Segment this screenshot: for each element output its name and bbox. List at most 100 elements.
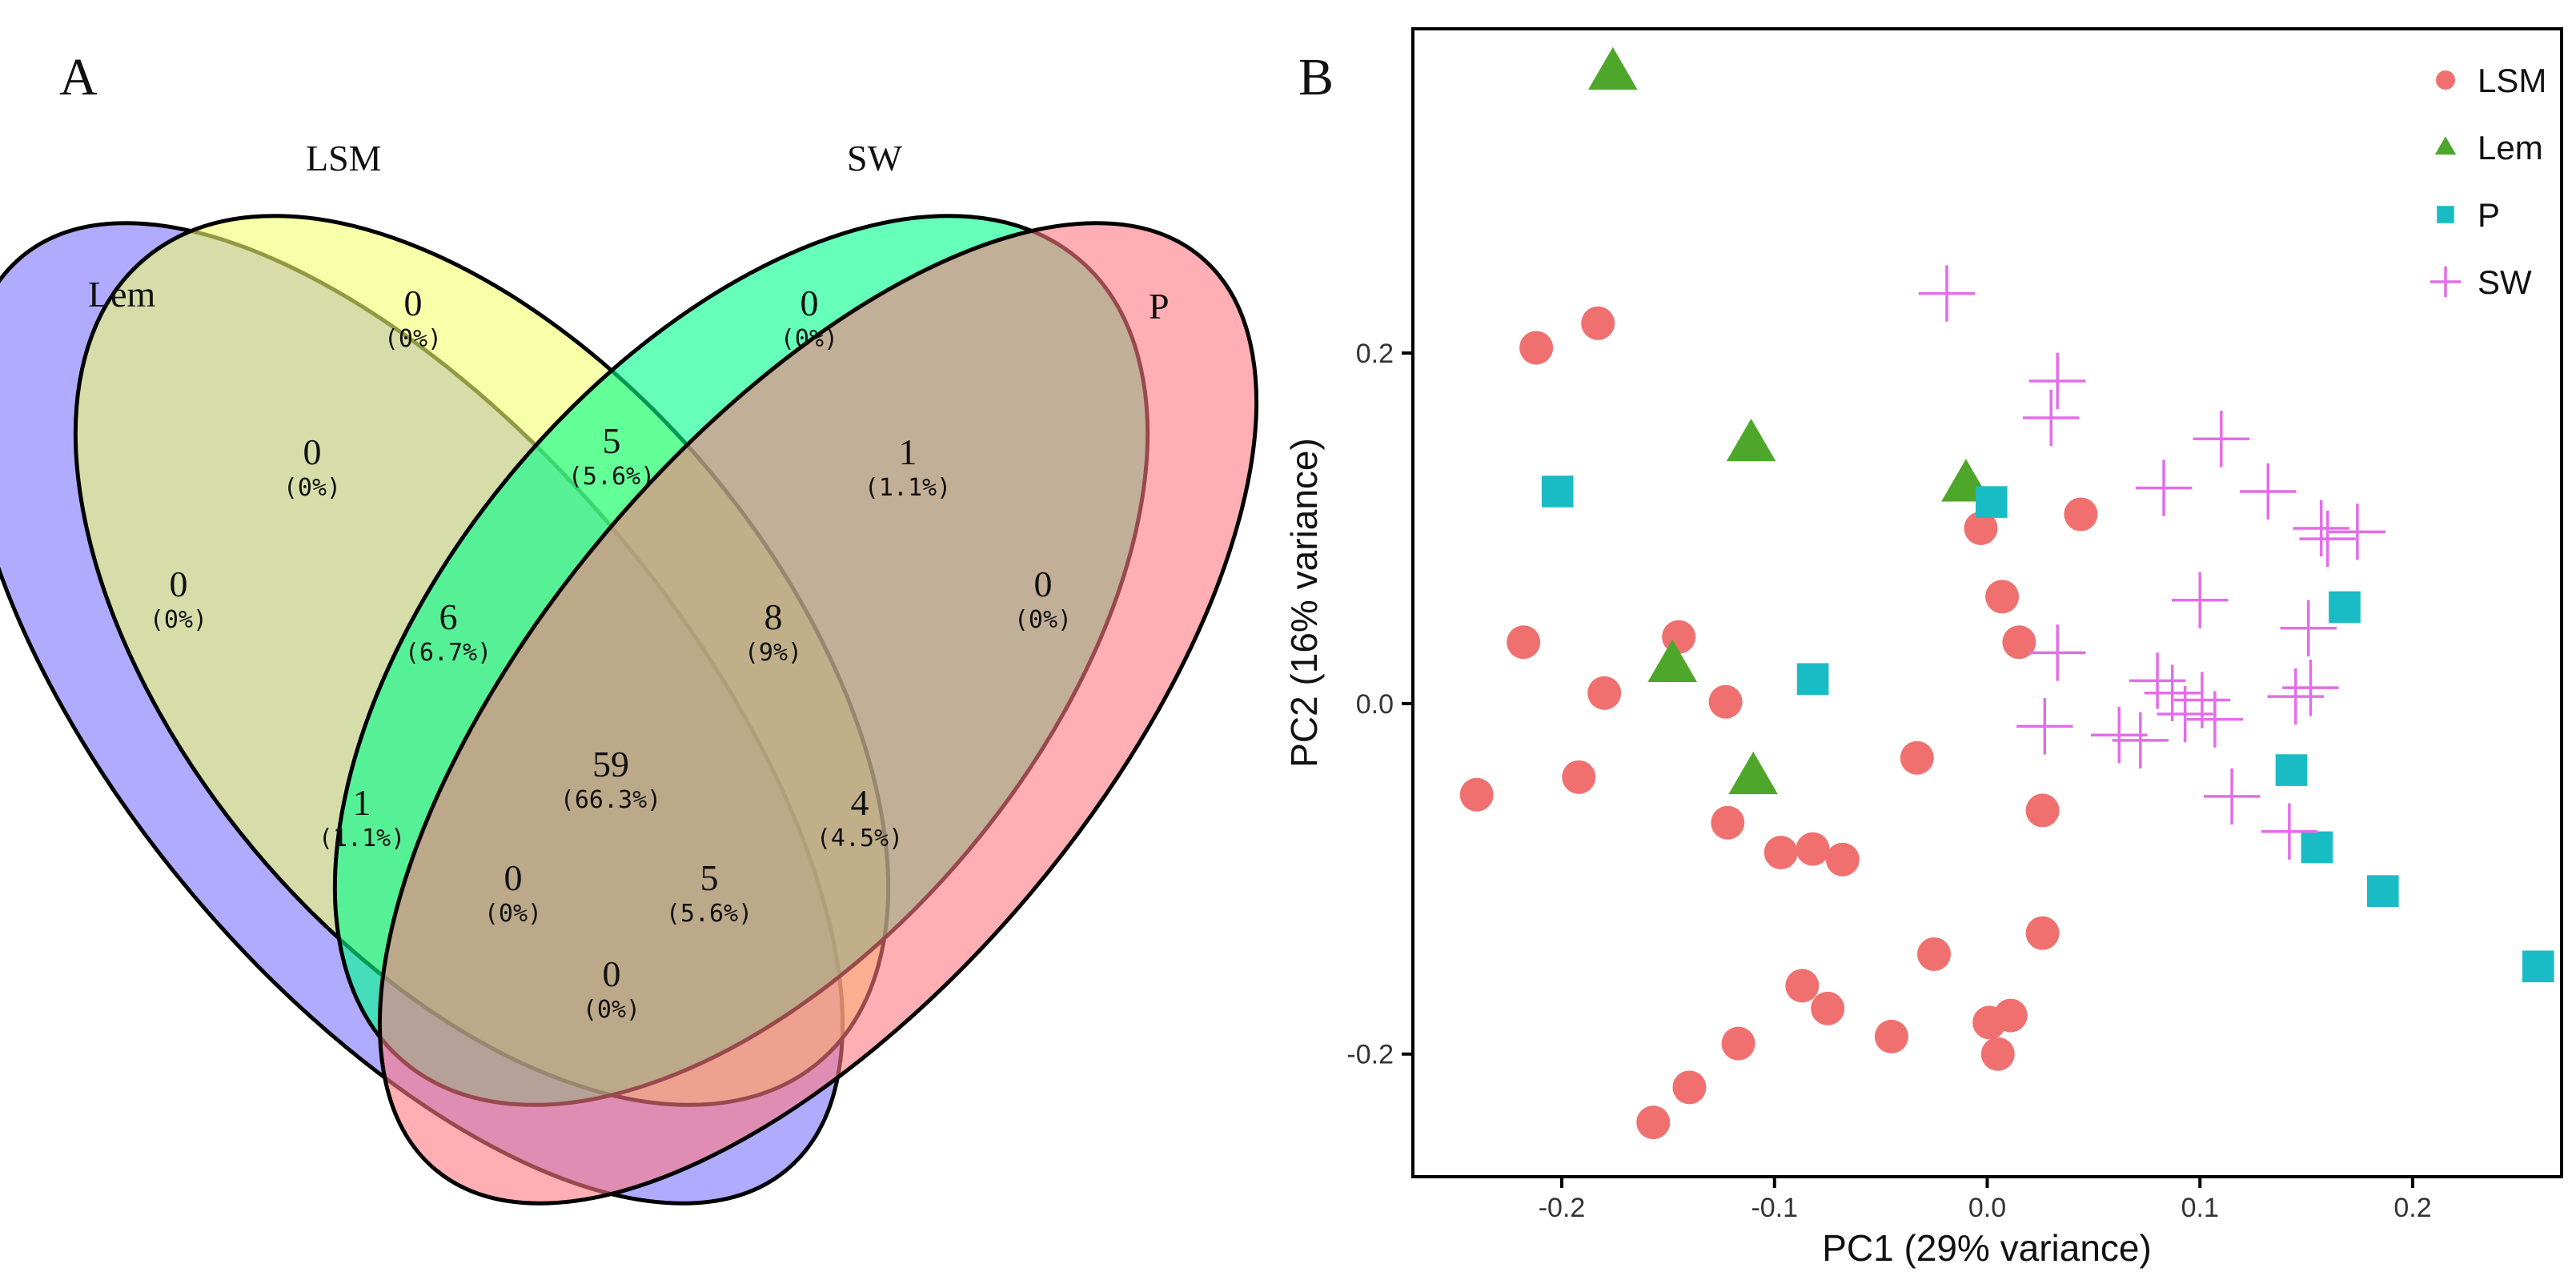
region-count: 0 xyxy=(1034,564,1053,604)
venn-set-labels: Lem LSM SW P xyxy=(88,138,1170,327)
point-lsm xyxy=(1874,1019,1908,1053)
point-lsm xyxy=(1662,620,1696,654)
point-lsm xyxy=(2064,497,2098,532)
x-tick-label: 0.2 xyxy=(2393,1193,2431,1223)
region-count: 8 xyxy=(764,596,783,637)
pca-panel: B -0.2 -0.1 0.0 0.1 0.2 -0.2 0.0 0.2 PC1 (29% … xyxy=(1283,27,2563,1269)
point-p xyxy=(2366,875,2399,907)
point-sw xyxy=(2329,504,2386,560)
point-lsm xyxy=(1636,1105,1671,1140)
series-lsm xyxy=(1459,306,2098,1140)
region-percent: (0%) xyxy=(780,325,838,353)
region-count: 0 xyxy=(404,283,423,323)
point-lsm xyxy=(2025,916,2060,950)
point-lsm xyxy=(2002,625,2036,660)
region-count: 5 xyxy=(700,857,719,898)
region-count: 1 xyxy=(353,782,371,823)
point-lsm xyxy=(1980,1037,2015,1071)
region-count: 0 xyxy=(603,953,621,994)
y-axis-label: PC2 (16% variance) xyxy=(1283,438,1325,768)
region-percent: (0%) xyxy=(150,606,207,634)
region-percent: (1.1%) xyxy=(865,474,951,502)
y-tick-label: -0.2 xyxy=(1346,1040,1394,1070)
set-label-sw: SW xyxy=(847,138,903,179)
point-p xyxy=(1976,486,2008,518)
point-lem xyxy=(1647,639,1698,683)
point-sw xyxy=(2023,389,2080,447)
point-sw xyxy=(2193,411,2250,467)
region-lem-only: 0 (0%) xyxy=(150,564,207,634)
legend-key-lsm xyxy=(2436,70,2455,90)
point-sw xyxy=(2157,685,2213,743)
region-count: 0 xyxy=(303,431,322,472)
region-percent: (4.5%) xyxy=(817,825,903,853)
legend: LSM Lem P SW xyxy=(2430,62,2546,301)
region-lsm-sw-p: 8 (9%) xyxy=(744,596,802,667)
region-sw-only: 0 (0%) xyxy=(780,283,838,353)
point-lsm xyxy=(1985,580,2020,614)
region-percent: (0%) xyxy=(583,996,640,1024)
legend-key-sw xyxy=(2430,266,2462,298)
x-axis-ticks: -0.2 -0.1 0.0 0.1 0.2 xyxy=(1539,1177,2432,1223)
point-lsm xyxy=(2025,793,2060,828)
region-count: 0 xyxy=(800,283,819,323)
region-sw-p: 1 (1.1%) xyxy=(865,431,951,502)
venn-ellipses xyxy=(0,214,1259,1206)
region-lsm-p: 4 (4.5%) xyxy=(817,782,903,853)
point-lem xyxy=(1726,418,1776,462)
region-lem-lsm-p: 5 (5.6%) xyxy=(666,857,752,928)
series-lem xyxy=(1587,46,1991,795)
region-percent: (5.6%) xyxy=(666,900,752,928)
region-percent: (0%) xyxy=(484,900,542,928)
region-lem-sw-p: 0 (0%) xyxy=(484,857,542,928)
region-lsm-sw: 5 (5.6%) xyxy=(568,420,655,491)
point-sw xyxy=(2186,691,2244,748)
point-lsm xyxy=(1785,969,1820,1003)
legend-label-lsm: LSM xyxy=(2478,62,2546,99)
point-sw xyxy=(2016,698,2073,755)
point-lem xyxy=(1728,751,1778,795)
region-count: 4 xyxy=(851,782,869,823)
point-p xyxy=(2522,950,2554,983)
point-lsm xyxy=(1708,684,1743,719)
point-sw xyxy=(2028,624,2086,681)
point-lsm xyxy=(1900,740,1934,775)
ellipse-p xyxy=(377,221,1259,1206)
point-lsm xyxy=(1917,937,1952,971)
x-tick-label: 0.1 xyxy=(2181,1193,2219,1223)
y-tick-label: 0.0 xyxy=(1356,689,1394,720)
point-sw xyxy=(2172,572,2229,628)
point-lsm xyxy=(1972,1005,2007,1040)
region-count: 1 xyxy=(899,431,917,472)
region-percent: (0%) xyxy=(283,474,341,502)
point-lsm xyxy=(1581,306,1615,340)
region-percent: (0%) xyxy=(1014,606,1072,634)
y-axis-ticks: -0.2 0.0 0.2 xyxy=(1346,339,1413,1070)
region-count: 6 xyxy=(439,596,458,637)
region-all-four: 59 (66.3%) xyxy=(560,744,661,814)
point-sw xyxy=(2240,463,2297,520)
legend-label-p: P xyxy=(2478,196,2500,234)
region-p-only: 0 (0%) xyxy=(1014,564,1072,634)
venn-panel: A Lem LSM SW P 0 (0%) 0 (0%) 0 (0%) xyxy=(0,48,1259,1206)
legend-label-sw: SW xyxy=(2478,263,2532,301)
point-lsm xyxy=(1825,842,1860,877)
point-lsm xyxy=(1721,1026,1755,1061)
panel-b-label: B xyxy=(1298,48,1334,106)
point-sw xyxy=(2112,712,2169,769)
point-lsm xyxy=(1964,511,1998,545)
point-sw xyxy=(2203,768,2261,825)
point-lsm xyxy=(1811,991,1845,1025)
point-sw xyxy=(2028,352,2086,410)
set-label-p: P xyxy=(1149,286,1170,327)
point-sw xyxy=(1918,265,1976,322)
point-lsm xyxy=(1796,832,1830,866)
point-lsm xyxy=(1459,777,1494,812)
set-label-lem: Lem xyxy=(88,274,156,315)
point-lsm xyxy=(1711,805,1745,840)
legend-key-p xyxy=(2437,206,2454,223)
region-percent: (1.1%) xyxy=(319,825,405,853)
point-p xyxy=(2301,831,2333,864)
point-sw xyxy=(2280,600,2337,656)
point-lem xyxy=(1587,46,1638,90)
